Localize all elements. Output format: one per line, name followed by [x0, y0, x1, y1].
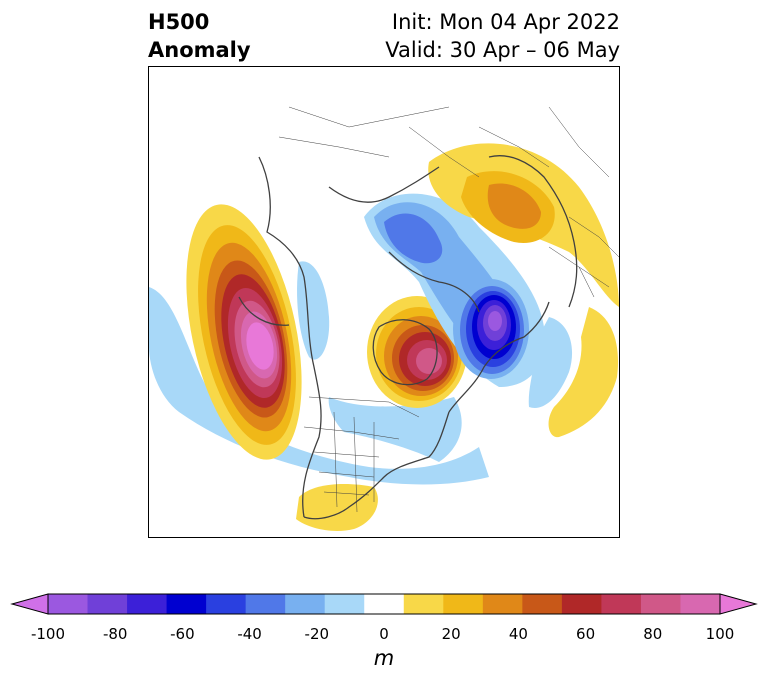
colorbar-cell [127, 594, 168, 614]
colorbar-cell [601, 594, 642, 614]
atlantic-trough [528, 317, 573, 408]
colorbar-cell [561, 594, 602, 614]
colorbar-cell [285, 594, 326, 614]
title-subtitle: Anomaly [148, 38, 251, 62]
colorbar-tick-label: -40 [237, 625, 262, 643]
colorbar-tick-label: -60 [170, 625, 195, 643]
colorbar-tick-label: 60 [576, 625, 596, 643]
colorbar-cell [166, 594, 207, 614]
political-borders [278, 106, 619, 513]
map-dates: Init: Mon 04 Apr 2022 Valid: 30 Apr – 06… [385, 8, 620, 64]
colorbar-tick-label: 100 [705, 625, 735, 643]
colorbar-cell [640, 594, 681, 614]
colorbar-cell [245, 594, 286, 614]
map-title: H500 Anomaly [148, 8, 251, 64]
colorbar-cell [206, 594, 247, 614]
map-canvas [149, 106, 619, 531]
colorbar-tick-label: 0 [379, 625, 389, 643]
colorbar-cell [443, 594, 484, 614]
valid-date: Valid: 30 Apr – 06 May [385, 38, 620, 62]
colorbar-min-extend [10, 593, 49, 615]
colorbar-cell [324, 594, 365, 614]
colorbar-unit: m [373, 646, 395, 670]
coastlines [238, 155, 578, 520]
title-variable: H500 [148, 10, 210, 34]
colorbar-tick-label: 40 [508, 625, 528, 643]
atlantic-ridge [548, 307, 619, 438]
eurasian-trough-anomaly [364, 193, 545, 387]
anomaly-map [148, 66, 620, 538]
colorbar-cell [48, 594, 89, 614]
colorbar-frame [47, 593, 721, 615]
colorbar-tick-label: 80 [643, 625, 663, 643]
hudson-trough [328, 397, 462, 462]
west-canada-trough [297, 261, 330, 360]
colorbar-cell [403, 594, 444, 614]
colorbar-cell [522, 594, 563, 614]
colorbar-cell [364, 594, 405, 614]
colorbar-cell [482, 594, 523, 614]
siberian-ridge-anomaly [428, 143, 619, 307]
colorbar-max-extend [719, 593, 758, 615]
init-date: Init: Mon 04 Apr 2022 [391, 10, 620, 34]
colorbar-tick-label: -20 [304, 625, 330, 643]
colorbar-tick-label: 20 [441, 625, 461, 643]
conus-ridge [296, 484, 378, 531]
colorbar-tick-label: -80 [102, 625, 128, 643]
colorbar-cell [680, 594, 721, 614]
colorbar [10, 593, 758, 615]
colorbar-cell [87, 594, 128, 614]
colorbar-tick-label: -100 [30, 625, 66, 643]
